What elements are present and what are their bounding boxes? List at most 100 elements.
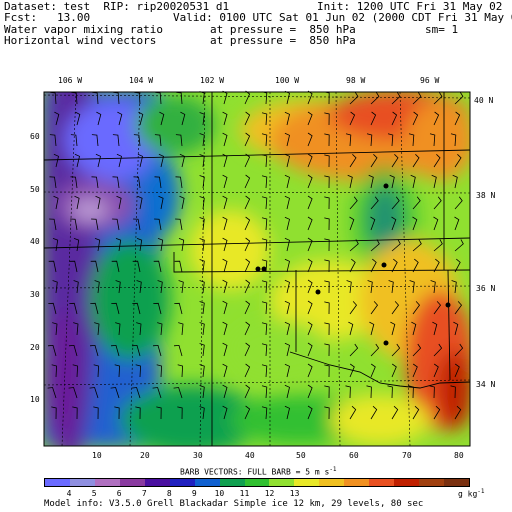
wind-barb	[284, 342, 290, 357]
wind-barb	[348, 321, 354, 336]
wind-barb	[244, 279, 251, 294]
wind-barb	[307, 237, 313, 252]
wind-barb	[111, 260, 120, 273]
wind-barb	[324, 196, 330, 210]
wind-barb	[173, 387, 183, 399]
wind-barb	[349, 343, 359, 357]
wind-barb	[199, 301, 205, 315]
wind-barb	[70, 134, 78, 147]
wind-barb	[261, 364, 268, 378]
y-tick-30: 30	[30, 290, 40, 299]
wind-barb	[175, 134, 183, 147]
wind-barb	[68, 344, 78, 357]
wind-barb	[89, 344, 99, 357]
wind-barb	[433, 111, 440, 126]
barb-note-exponent: -1	[329, 466, 337, 473]
wind-barb	[137, 153, 143, 168]
wind-barb	[48, 302, 57, 315]
wind-barb	[429, 385, 435, 399]
wind-barb	[50, 92, 57, 105]
wind-barb	[91, 176, 99, 189]
wind-barb	[412, 91, 422, 105]
wind-barb	[454, 239, 464, 252]
wind-barb	[47, 387, 57, 399]
y-tick-50: 50	[30, 185, 40, 194]
wind-barb	[177, 364, 184, 378]
wind-barb	[370, 405, 378, 420]
colorbar-swatch	[94, 479, 120, 486]
wind-barb	[412, 363, 418, 378]
wind-barb	[370, 91, 380, 105]
colorbar-label: 11	[239, 489, 250, 498]
wind-barb	[74, 195, 80, 210]
colorbar-swatch	[45, 479, 70, 486]
wind-barb	[199, 112, 205, 126]
axis-labels: 106 W 104 W 102 W 100 W 98 W 96 W 40 N 3…	[30, 76, 495, 460]
wind-barb	[284, 216, 290, 231]
wind-barb	[261, 154, 268, 168]
wind-barb	[284, 279, 290, 294]
wind-barb	[94, 280, 100, 294]
wind-barb	[370, 216, 376, 231]
colorbar-swatch	[369, 479, 395, 486]
wind-barb	[349, 154, 357, 168]
wind-barb	[199, 175, 205, 189]
wind-barb	[284, 132, 290, 147]
wind-barb	[261, 301, 268, 315]
wind-barb	[307, 342, 313, 357]
lon-label-102w: 102 W	[200, 76, 224, 85]
init-time: Init: 1200 UTC Fri 31 May 02	[317, 0, 503, 13]
wind-barb	[370, 258, 377, 273]
wind-barb	[387, 385, 393, 399]
wind-barb	[93, 364, 100, 378]
wind-barb	[307, 384, 313, 399]
wind-barb	[410, 174, 416, 189]
wind-barb	[261, 406, 268, 420]
wind-barb	[69, 260, 78, 273]
wind-barb	[69, 302, 78, 315]
wind-barb	[110, 387, 120, 399]
wind-barb	[180, 111, 186, 126]
colorbar-swatch	[69, 479, 95, 486]
wind-barb	[324, 238, 330, 252]
wind-barb	[112, 134, 120, 147]
wind-barb	[387, 133, 394, 147]
wind-barb	[222, 90, 228, 105]
wind-barb	[349, 301, 358, 315]
colorbar-swatch	[219, 479, 245, 486]
wind-barb	[284, 321, 290, 336]
wind-barb	[73, 238, 80, 252]
lat-label-38n: 38 N	[476, 191, 495, 200]
wind-barb	[368, 174, 374, 189]
wind-barb	[430, 280, 436, 294]
wind-barb	[349, 111, 356, 126]
lat-label-36n: 36 N	[476, 284, 495, 293]
wind-barb	[116, 195, 122, 210]
wind-barb	[222, 195, 228, 210]
wind-barb	[158, 195, 164, 210]
wind-barb	[70, 176, 78, 189]
wind-barb	[222, 405, 228, 420]
wind-barb	[93, 406, 99, 420]
wind-barb	[367, 280, 373, 294]
wind-barb	[71, 92, 78, 105]
wind-barb	[391, 363, 397, 378]
wind-barbs	[47, 90, 464, 420]
wind-barb	[391, 216, 397, 231]
wind-barb	[74, 153, 80, 168]
wind-barb	[199, 385, 205, 399]
wind-barb	[51, 364, 58, 378]
colorbar-swatch	[194, 479, 220, 486]
wind-barb	[349, 216, 355, 231]
wind-barb	[284, 405, 290, 420]
wind-barb	[452, 174, 458, 189]
wind-barb	[91, 134, 99, 147]
wind-barb	[432, 321, 438, 336]
wind-barb	[284, 258, 290, 273]
wind-barb	[347, 174, 353, 189]
wind-barb	[324, 154, 330, 168]
wind-barb	[51, 406, 57, 420]
wind-barb	[324, 406, 330, 420]
wind-barb	[391, 196, 400, 210]
wind-barb	[155, 92, 162, 105]
